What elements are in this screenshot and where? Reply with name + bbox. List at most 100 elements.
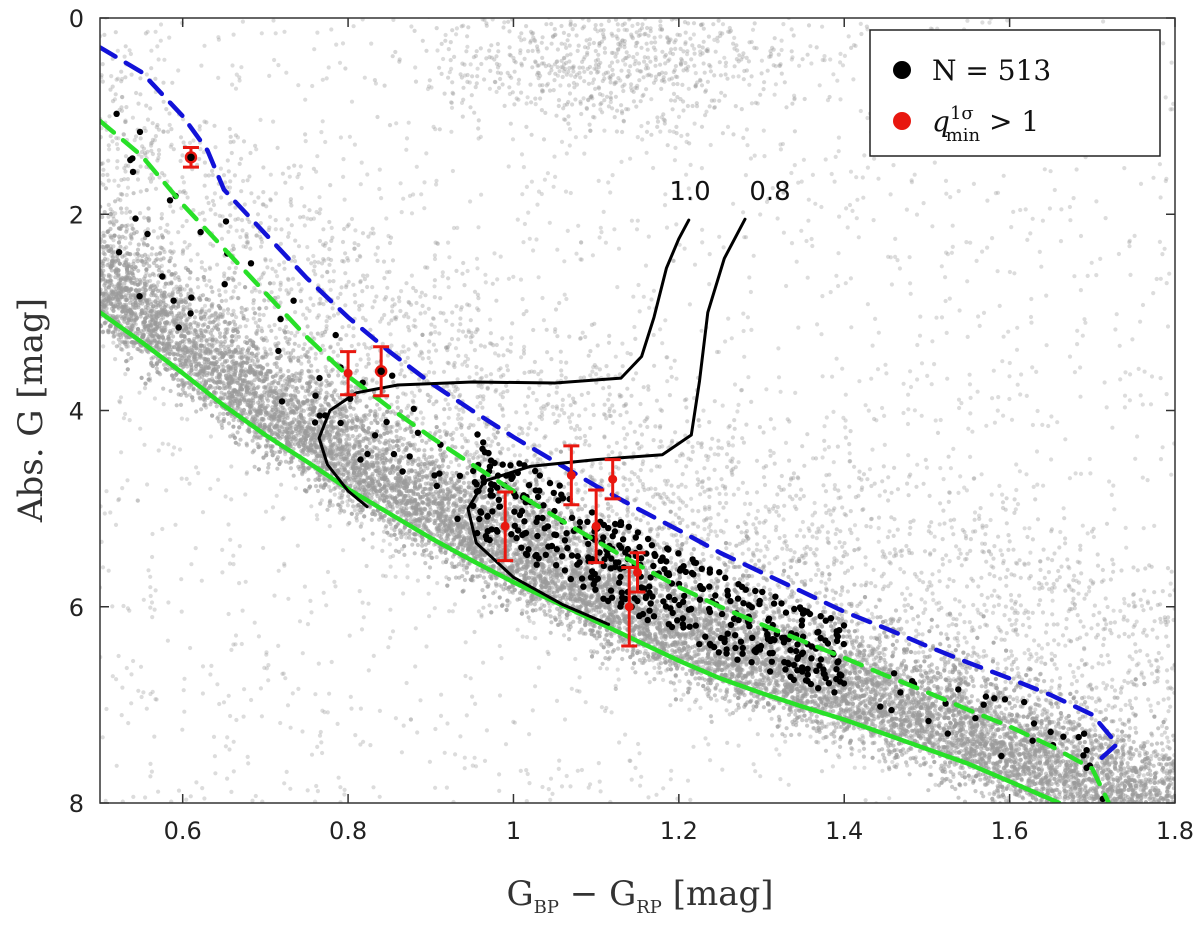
field-star-point — [732, 693, 737, 698]
field-star-point — [1153, 853, 1157, 857]
field-star-point — [1129, 816, 1133, 820]
field-star-point — [1126, 816, 1130, 820]
field-star-point — [213, 386, 218, 391]
field-star-point — [1097, 857, 1101, 861]
field-star-point — [548, 614, 553, 619]
field-star-point — [369, 420, 374, 426]
field-star-point — [709, 719, 714, 725]
field-star-point — [1141, 811, 1145, 815]
field-star-point — [1110, 819, 1114, 823]
field-star-point — [1011, 697, 1016, 702]
field-star-point — [485, 500, 490, 505]
field-star-point — [558, 560, 564, 565]
field-star-point — [1139, 844, 1143, 848]
field-star-point — [392, 528, 397, 533]
field-star-point — [1091, 811, 1095, 815]
field-star-point — [476, 417, 481, 422]
field-star-point — [1150, 862, 1154, 866]
field-star-point — [693, 676, 698, 681]
field-star-point — [207, 308, 212, 313]
field-star-point — [427, 565, 433, 570]
field-star-point — [933, 708, 938, 713]
field-star-point — [1061, 804, 1065, 808]
field-star-point — [918, 668, 923, 673]
field-star-point — [1149, 820, 1153, 824]
field-star-point — [340, 500, 345, 505]
field-star-point — [257, 318, 262, 323]
field-star-point — [292, 341, 297, 346]
field-star-point — [1124, 809, 1128, 813]
field-star-point — [1138, 811, 1142, 815]
field-star-point — [1131, 752, 1136, 757]
field-star-point — [1134, 844, 1138, 848]
field-star-point — [102, 210, 107, 215]
field-star-point — [1062, 819, 1066, 823]
field-star-point — [1149, 816, 1153, 820]
field-star-point — [762, 585, 767, 590]
field-star-point — [1122, 819, 1126, 823]
field-star-point — [800, 718, 805, 723]
field-star-point — [1143, 822, 1147, 826]
field-star-point — [1038, 819, 1042, 823]
field-star-point — [1162, 850, 1166, 854]
field-star-point — [370, 531, 375, 536]
field-star-point — [1115, 821, 1119, 825]
field-star-point — [1155, 860, 1159, 864]
field-star-point — [1145, 830, 1149, 834]
field-star-point — [1148, 829, 1152, 833]
field-star-point — [952, 749, 957, 754]
field-star-point — [1140, 842, 1144, 846]
field-star-point — [1067, 821, 1071, 825]
field-star-point — [1090, 822, 1094, 826]
field-star-point — [1118, 804, 1122, 808]
field-star-point — [1162, 881, 1166, 885]
field-star-point — [1147, 850, 1151, 854]
field-star-point — [1160, 803, 1164, 807]
field-star-point — [632, 577, 637, 582]
field-star-point — [424, 440, 429, 445]
field-star-point — [1166, 861, 1170, 865]
field-star-point — [1123, 843, 1127, 847]
field-star-point — [1078, 823, 1082, 827]
field-star-point — [1144, 829, 1148, 833]
field-star-point — [1183, 855, 1187, 859]
field-star-point — [1091, 855, 1095, 859]
field-star-point — [1187, 867, 1191, 871]
field-star-point — [1179, 778, 1183, 782]
field-star-point — [1177, 805, 1181, 809]
field-star-point — [1160, 809, 1164, 813]
field-star-point — [336, 373, 341, 378]
field-star-point — [1144, 808, 1148, 812]
field-star-point — [1187, 801, 1191, 805]
field-star-point — [1151, 836, 1155, 840]
field-star-point — [1093, 804, 1097, 808]
field-star-point — [1161, 806, 1165, 810]
field-star-point — [962, 770, 967, 775]
field-star-point — [1049, 712, 1054, 717]
field-star-point — [1105, 834, 1109, 838]
field-star-point — [1131, 837, 1135, 841]
field-star-point — [1101, 812, 1105, 816]
field-star-point — [291, 355, 296, 360]
field-star-point — [1173, 812, 1177, 816]
field-star-point — [1098, 812, 1102, 816]
field-star-point — [684, 671, 689, 677]
field-star-point — [620, 647, 625, 652]
field-star-point — [231, 417, 236, 423]
field-star-point — [450, 437, 455, 442]
field-star-point — [1117, 827, 1121, 831]
field-star-point — [218, 334, 223, 339]
field-star-point — [1170, 847, 1174, 851]
field-star-point — [1155, 850, 1159, 854]
field-star-point — [1095, 809, 1099, 813]
field-star-point — [319, 382, 324, 387]
field-star-point — [567, 637, 572, 642]
field-star-point — [528, 470, 533, 475]
field-star-point — [1146, 858, 1150, 862]
field-star-point — [1053, 809, 1057, 813]
field-star-point — [347, 520, 352, 526]
field-star-point — [1177, 871, 1181, 875]
field-star-point — [1109, 836, 1113, 840]
field-star-point — [1183, 762, 1187, 766]
field-star-point — [1062, 805, 1066, 809]
